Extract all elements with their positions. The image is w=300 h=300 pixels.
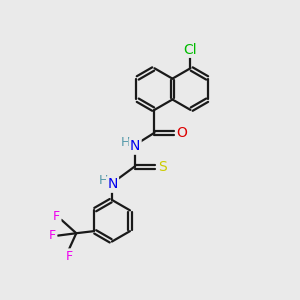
Text: Cl: Cl bbox=[184, 43, 197, 56]
Text: O: O bbox=[176, 126, 187, 140]
Text: H: H bbox=[121, 136, 130, 149]
Text: H: H bbox=[98, 174, 108, 188]
Text: S: S bbox=[158, 160, 167, 174]
Text: F: F bbox=[53, 210, 60, 223]
Text: F: F bbox=[49, 229, 56, 242]
Text: N: N bbox=[130, 140, 140, 153]
Text: N: N bbox=[107, 178, 118, 191]
Text: F: F bbox=[65, 250, 72, 262]
